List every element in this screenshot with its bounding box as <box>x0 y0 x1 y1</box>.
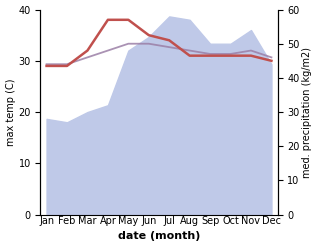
Y-axis label: med. precipitation (kg/m2): med. precipitation (kg/m2) <box>302 46 313 178</box>
X-axis label: date (month): date (month) <box>118 231 200 242</box>
Y-axis label: max temp (C): max temp (C) <box>5 78 16 146</box>
